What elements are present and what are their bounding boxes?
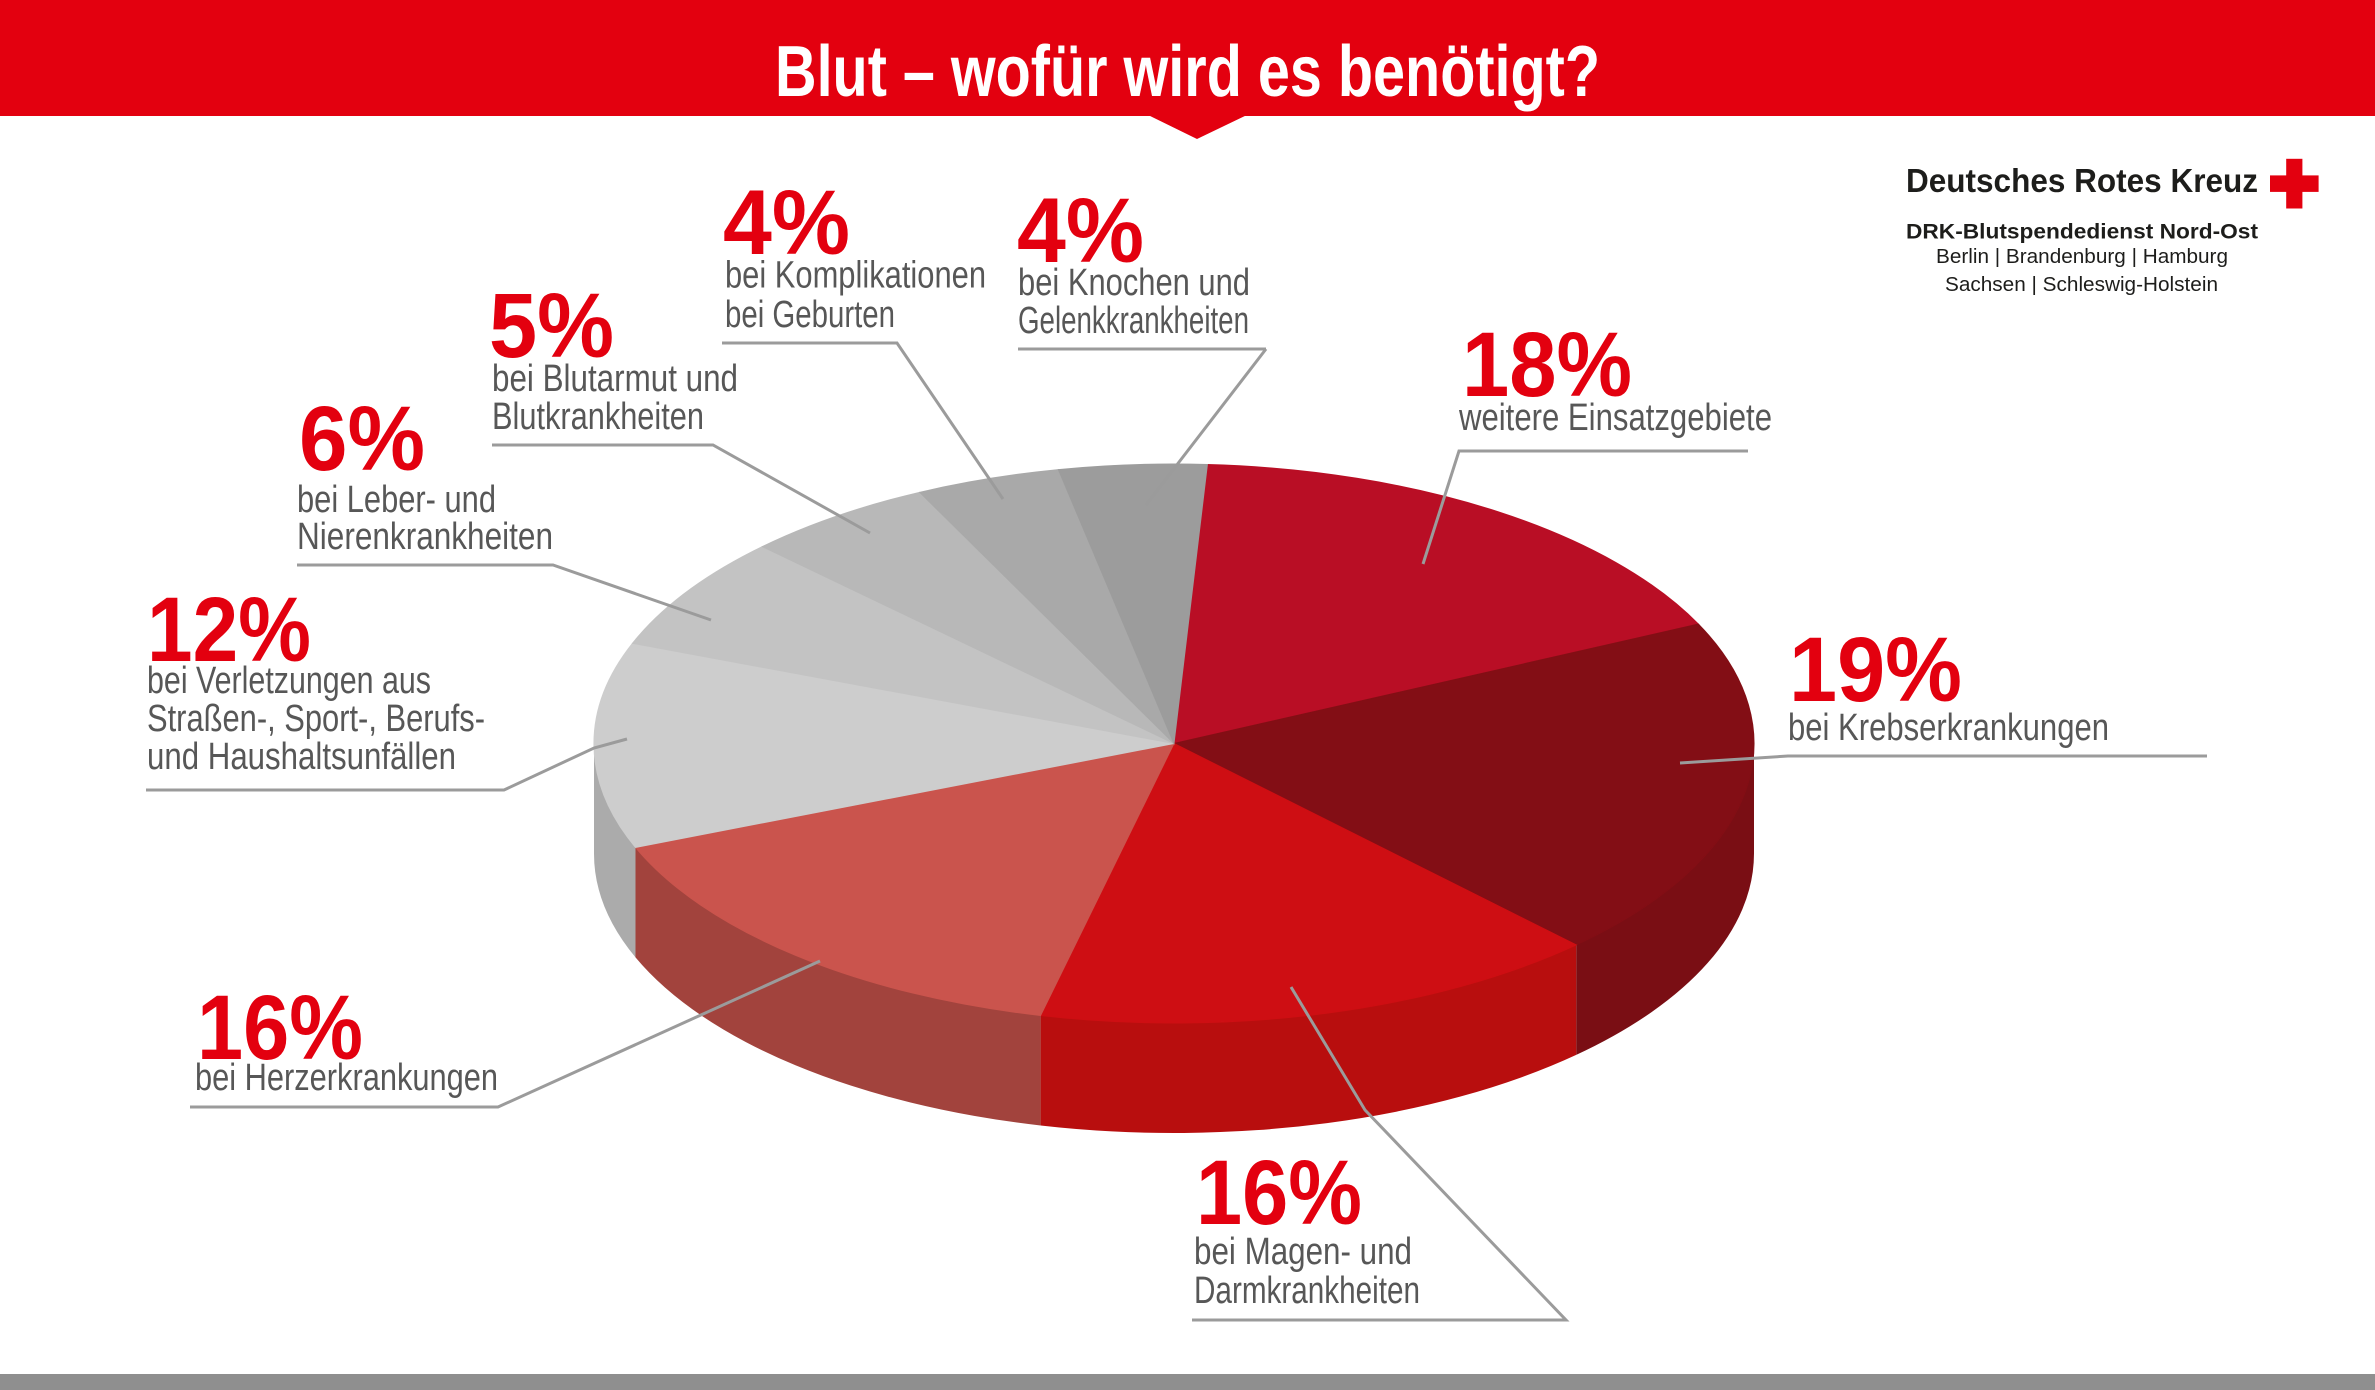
svg-text:Darmkrankheiten: Darmkrankheiten [1194,1270,1420,1312]
svg-text:Blut – wofür wird es benötigt?: Blut – wofür wird es benötigt? [775,32,1600,112]
svg-text:weitere Einsatzgebiete: weitere Einsatzgebiete [1458,397,1772,439]
svg-text:Nierenkrankheiten: Nierenkrankheiten [297,516,553,558]
svg-text:16%: 16% [1196,1142,1362,1244]
svg-text:bei Geburten: bei Geburten [725,294,895,336]
svg-text:4%: 4% [1017,180,1144,282]
svg-text:Deutsches Rotes Kreuz: Deutsches Rotes Kreuz [1906,162,2258,199]
svg-text:bei Herzerkrankungen: bei Herzerkrankungen [195,1057,498,1099]
svg-text:Berlin | Brandenburg | Hamburg: Berlin | Brandenburg | Hamburg [1936,246,2228,268]
svg-text:Gelenkkrankheiten: Gelenkkrankheiten [1018,300,1249,342]
svg-text:Straßen-, Sport-, Berufs-: Straßen-, Sport-, Berufs- [147,698,485,740]
svg-text:bei Knochen und: bei Knochen und [1018,262,1250,304]
svg-text:6%: 6% [299,388,425,490]
svg-text:5%: 5% [489,275,614,377]
svg-text:bei Blutarmut und: bei Blutarmut und [492,358,738,400]
svg-text:bei Verletzungen aus: bei Verletzungen aus [147,660,431,702]
svg-text:18%: 18% [1462,314,1632,416]
svg-text:19%: 19% [1789,619,1962,721]
svg-text:bei Magen- und: bei Magen- und [1194,1231,1412,1273]
svg-text:und Haushaltsunfällen: und Haushaltsunfällen [147,736,456,778]
svg-text:bei Komplikationen: bei Komplikationen [725,255,986,297]
svg-text:12%: 12% [147,579,311,681]
svg-text:4%: 4% [723,172,850,274]
svg-text:bei Leber- und: bei Leber- und [297,479,496,521]
svg-text:Blutkrankheiten: Blutkrankheiten [492,396,704,438]
svg-text:bei Krebserkrankungen: bei Krebserkrankungen [1788,707,2109,749]
svg-text:Sachsen | Schleswig-Holstein: Sachsen | Schleswig-Holstein [1945,274,2218,296]
svg-text:16%: 16% [197,977,363,1079]
svg-text:DRK-Blutspendedienst Nord-Ost: DRK-Blutspendedienst Nord-Ost [1906,219,2258,243]
